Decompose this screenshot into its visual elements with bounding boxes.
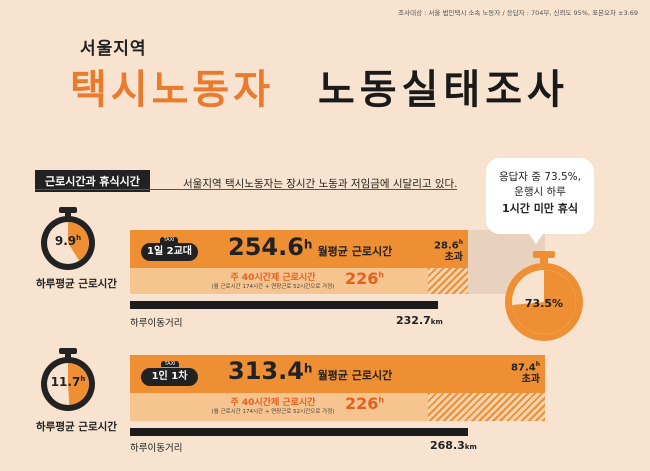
monthly-hours-label: 월평균 근로시간 — [317, 245, 393, 258]
overtime-value: 28.6 — [434, 240, 459, 252]
big-stopwatch-crown — [533, 251, 555, 258]
stopwatch-crown — [59, 348, 77, 354]
standard-hours-unit: h — [378, 395, 385, 405]
overtime-value: 87.4 — [511, 362, 536, 374]
bubble-line2: 운행시 하루 — [514, 186, 566, 198]
standard-hours-title: 주 40시간제 근로시간 — [230, 273, 316, 283]
rest-stopwatch-icon: 73.5% — [505, 263, 583, 341]
daily-hours-label: 하루평균 근로시간 — [36, 421, 117, 433]
taxi-sign: TAXI — [161, 361, 179, 367]
stopwatch-stem — [65, 353, 71, 358]
overtime-unit: h — [535, 361, 540, 368]
speech-bubble-tail — [528, 232, 544, 244]
overtime-unit: h — [458, 239, 463, 246]
section-label: 근로시간과 휴식시간 — [35, 170, 150, 192]
rest-value: 73.5 — [524, 297, 553, 310]
stopwatch-crown — [59, 207, 77, 213]
monthly-hours: 254.6h 월평균 근로시간 — [228, 233, 392, 261]
distance-bar — [130, 428, 468, 436]
bubble-line3: 1시간 미만 휴식 — [501, 202, 579, 215]
title-left: 택시노동자 — [70, 67, 274, 113]
monthly-hours-value: 254.6 — [228, 233, 304, 261]
stopwatch-icon: 9.9h — [41, 216, 95, 270]
distance-label: 하루이동거리 — [130, 443, 183, 454]
rest-unit: % — [552, 297, 564, 310]
standard-hours-note: (월 근로시간 174시간 + 연장근로 52시간으로 가정) — [211, 409, 335, 415]
section-divider — [35, 189, 457, 190]
monthly-hours: 313.4h 월평균 근로시간 — [228, 357, 392, 385]
taxi-shift-badge: 1인 1차 — [141, 368, 198, 386]
daily-hours-unit: h — [76, 234, 82, 242]
monthly-hours-label: 월평균 근로시간 — [317, 369, 393, 382]
overtime-hatch — [428, 393, 545, 421]
overtime-label: 초과 — [444, 252, 463, 264]
distance-label: 하루이동거리 — [130, 318, 183, 329]
distance-unit: km — [430, 318, 443, 326]
distance-value: 232.7 — [396, 314, 431, 327]
survey-info: 조사대상 : 서울 법인택시 소속 노동자 / 응답자 : 704부, 신뢰도 … — [398, 9, 638, 17]
overtime: 87.4h 초과 — [495, 359, 540, 386]
standard-hours-unit: h — [378, 270, 385, 280]
monthly-hours-unit: h — [303, 361, 313, 376]
daily-hours-pie — [68, 363, 89, 405]
bubble-line1: 응답자 중 73.5%, — [498, 171, 581, 183]
subtitle: 서울지역 — [80, 39, 147, 59]
stopwatch-stem — [65, 212, 71, 217]
standard-hours-bar — [130, 268, 428, 294]
stopwatch-icon: 11.7h — [41, 357, 95, 411]
speech-bubble: 응답자 중 73.5%, 운행시 하루 1시간 미만 휴식 — [486, 158, 594, 234]
standard-hours-value: 226 — [345, 269, 379, 288]
taxi-sign: TAXI — [160, 237, 178, 243]
title-right: 노동실태조사 — [318, 67, 569, 113]
taxi-shift-badge: 1일 2교대 — [141, 243, 198, 261]
standard-hours-title: 주 40시간제 근로시간 — [230, 398, 316, 408]
standard-hours: 226h — [345, 269, 384, 288]
daily-hours-value: 11.7 — [50, 375, 81, 389]
monthly-hours-unit: h — [303, 237, 313, 252]
rest-pie — [512, 270, 576, 334]
distance-bar — [130, 301, 438, 309]
distance-unit: km — [464, 443, 477, 451]
daily-hours-unit: h — [80, 375, 86, 383]
big-stopwatch-stem — [540, 257, 548, 263]
standard-hours: 226h — [345, 394, 384, 413]
distance: 268.3km — [430, 439, 477, 452]
standard-hours-note: (월 근로시간 174시간 + 연장근로 52시간으로 가정) — [211, 284, 335, 290]
daily-hours-label: 하루평균 근로시간 — [36, 278, 117, 290]
standard-hours-value: 226 — [345, 394, 379, 413]
overtime: 28.6h 초과 — [418, 237, 463, 264]
daily-hours-pie — [68, 222, 89, 261]
daily-hours-value: 9.9 — [54, 234, 77, 248]
overtime-hatch — [428, 268, 468, 294]
distance-value: 268.3 — [430, 439, 465, 452]
overtime-label: 초과 — [521, 374, 540, 386]
monthly-hours-value: 313.4 — [228, 357, 304, 385]
description: 서울지역 택시노동자는 장시간 노동과 저임금에 시달리고 있다. — [183, 178, 458, 190]
distance: 232.7km — [396, 314, 443, 327]
monthly-hours-bar — [130, 355, 545, 393]
standard-hours-bar — [130, 393, 428, 421]
